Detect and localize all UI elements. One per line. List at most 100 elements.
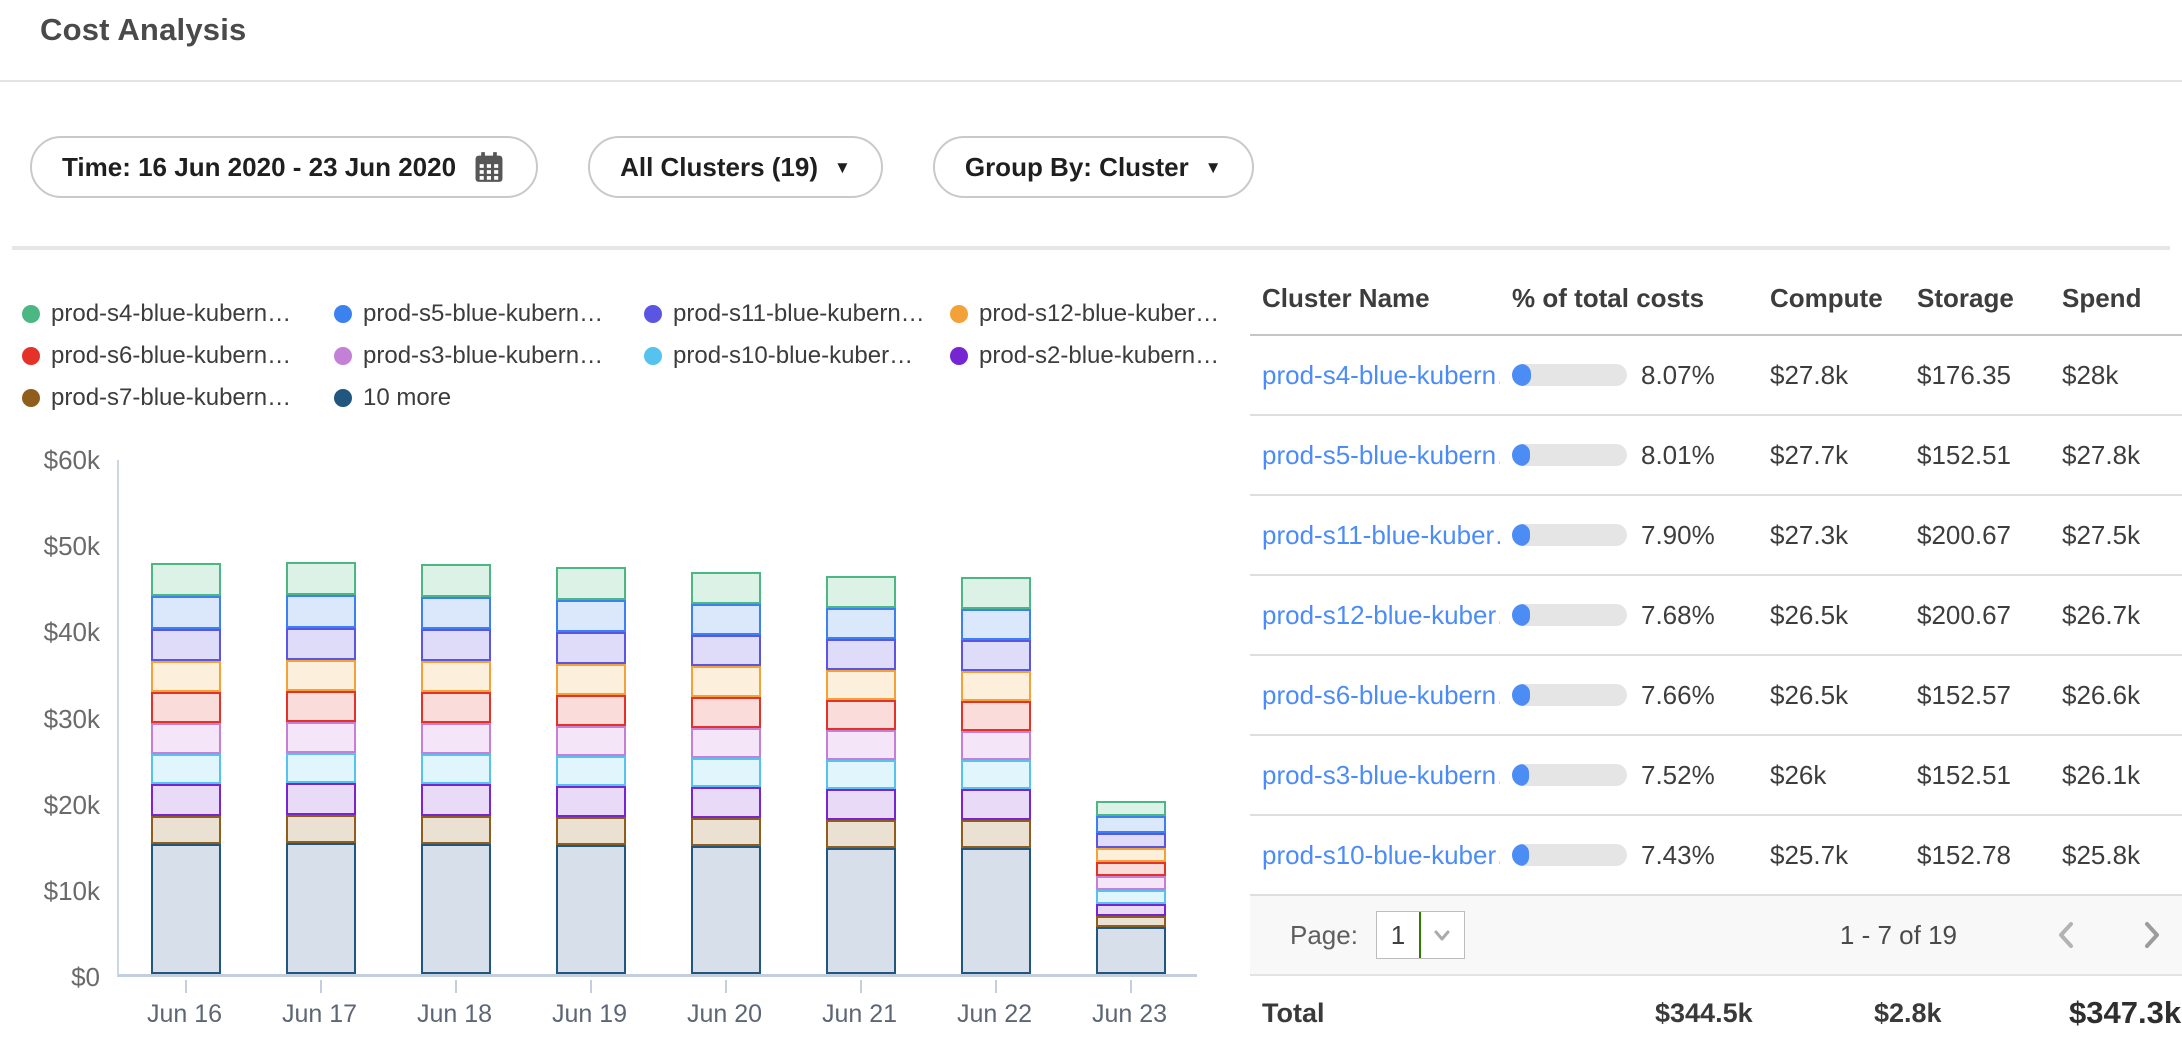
stacked-bar[interactable] <box>556 567 626 974</box>
bar-segment[interactable] <box>691 728 761 758</box>
stacked-bar[interactable] <box>691 572 761 974</box>
stacked-bar[interactable] <box>151 563 221 974</box>
bar-segment[interactable] <box>421 816 491 844</box>
bar-segment[interactable] <box>151 723 221 754</box>
bar-segment[interactable] <box>151 754 221 784</box>
bar-segment[interactable] <box>556 726 626 756</box>
bar-segment[interactable] <box>556 817 626 845</box>
bar-segment[interactable] <box>961 671 1031 701</box>
bar-segment[interactable] <box>826 700 896 730</box>
next-page-button[interactable] <box>2138 918 2166 952</box>
previous-page-button[interactable] <box>2052 918 2080 952</box>
cluster-link[interactable]: prod-s5-blue-kubern… <box>1262 440 1500 470</box>
bar-segment[interactable] <box>826 730 896 760</box>
bar-segment[interactable] <box>286 783 356 815</box>
time-range-filter[interactable]: Time: 16 Jun 2020 - 23 Jun 2020 <box>30 136 538 198</box>
bar-segment[interactable] <box>1096 916 1166 927</box>
bar-segment[interactable] <box>1096 927 1166 974</box>
bar-segment[interactable] <box>961 577 1031 609</box>
bar-segment[interactable] <box>286 691 356 722</box>
bar-segment[interactable] <box>961 701 1031 731</box>
clusters-filter-dropdown[interactable]: All Clusters (19) ▼ <box>588 136 883 198</box>
bar-segment[interactable] <box>151 816 221 844</box>
bar-segment[interactable] <box>421 692 491 723</box>
bar-segment[interactable] <box>1096 876 1166 890</box>
legend-item[interactable]: prod-s11-blue-kubern… <box>644 300 950 327</box>
bar-segment[interactable] <box>556 786 626 817</box>
legend-item[interactable]: prod-s10-blue-kuber… <box>644 342 950 369</box>
bar-segment[interactable] <box>421 754 491 784</box>
bar-segment[interactable] <box>421 844 491 974</box>
bar-segment[interactable] <box>826 608 896 639</box>
bar-segment[interactable] <box>826 848 896 974</box>
bar-segment[interactable] <box>421 661 491 692</box>
bar-segment[interactable] <box>421 723 491 754</box>
legend-item[interactable]: prod-s3-blue-kubern… <box>334 342 644 369</box>
bar-segment[interactable] <box>421 564 491 597</box>
bar-segment[interactable] <box>961 760 1031 789</box>
legend-item[interactable]: prod-s12-blue-kuber… <box>950 300 1180 327</box>
cluster-link[interactable]: prod-s3-blue-kubern… <box>1262 760 1500 790</box>
stacked-bar[interactable] <box>826 576 896 974</box>
legend-item[interactable]: 10 more <box>334 384 644 411</box>
cluster-link[interactable]: prod-s11-blue-kuber… <box>1262 520 1500 550</box>
bar-segment[interactable] <box>691 604 761 635</box>
bar-segment[interactable] <box>286 562 356 595</box>
bar-segment[interactable] <box>691 818 761 846</box>
bar-segment[interactable] <box>421 784 491 816</box>
bar-segment[interactable] <box>556 756 626 786</box>
bar-segment[interactable] <box>691 572 761 604</box>
bar-segment[interactable] <box>826 820 896 848</box>
legend-item[interactable]: prod-s7-blue-kubern… <box>22 384 334 411</box>
group-by-dropdown[interactable]: Group By: Cluster ▼ <box>933 136 1254 198</box>
bar-segment[interactable] <box>961 731 1031 760</box>
bar-segment[interactable] <box>556 845 626 974</box>
legend-item[interactable]: prod-s5-blue-kubern… <box>334 300 644 327</box>
bar-segment[interactable] <box>826 760 896 789</box>
bar-segment[interactable] <box>826 789 896 820</box>
bar-segment[interactable] <box>1096 904 1166 916</box>
bar-segment[interactable] <box>286 815 356 843</box>
page-select[interactable]: 1 <box>1376 911 1465 959</box>
bar-segment[interactable] <box>556 695 626 726</box>
bar-segment[interactable] <box>691 635 761 666</box>
bar-segment[interactable] <box>961 640 1031 671</box>
bar-segment[interactable] <box>691 787 761 818</box>
bar-segment[interactable] <box>1096 848 1166 862</box>
cluster-link[interactable]: prod-s10-blue-kuber… <box>1262 840 1500 870</box>
bar-segment[interactable] <box>421 597 491 629</box>
bar-segment[interactable] <box>691 666 761 697</box>
bar-segment[interactable] <box>826 670 896 700</box>
bar-segment[interactable] <box>151 692 221 723</box>
bar-segment[interactable] <box>691 758 761 787</box>
bar-segment[interactable] <box>286 843 356 974</box>
bar-segment[interactable] <box>286 595 356 628</box>
stacked-bar[interactable] <box>961 577 1031 974</box>
cluster-link[interactable]: prod-s4-blue-kubern… <box>1262 360 1500 390</box>
bar-segment[interactable] <box>961 820 1031 848</box>
bar-segment[interactable] <box>421 629 491 661</box>
bar-segment[interactable] <box>961 789 1031 820</box>
bar-segment[interactable] <box>151 596 221 629</box>
bar-segment[interactable] <box>691 846 761 974</box>
bar-segment[interactable] <box>556 567 626 600</box>
bar-segment[interactable] <box>826 576 896 608</box>
bar-segment[interactable] <box>286 722 356 753</box>
stacked-bar[interactable] <box>1096 801 1166 974</box>
bar-segment[interactable] <box>961 609 1031 640</box>
bar-segment[interactable] <box>1096 890 1166 904</box>
bar-segment[interactable] <box>286 660 356 691</box>
bar-segment[interactable] <box>556 632 626 664</box>
bar-segment[interactable] <box>556 664 626 695</box>
bar-segment[interactable] <box>151 784 221 816</box>
bar-segment[interactable] <box>826 639 896 670</box>
stacked-bar[interactable] <box>421 564 491 974</box>
bar-segment[interactable] <box>556 600 626 632</box>
bar-segment[interactable] <box>151 661 221 692</box>
bar-segment[interactable] <box>1096 816 1166 833</box>
cluster-link[interactable]: prod-s6-blue-kubern… <box>1262 680 1500 710</box>
legend-item[interactable]: prod-s6-blue-kubern… <box>22 342 334 369</box>
bar-segment[interactable] <box>691 697 761 728</box>
legend-item[interactable]: prod-s2-blue-kubern… <box>950 342 1180 369</box>
bar-segment[interactable] <box>286 628 356 660</box>
